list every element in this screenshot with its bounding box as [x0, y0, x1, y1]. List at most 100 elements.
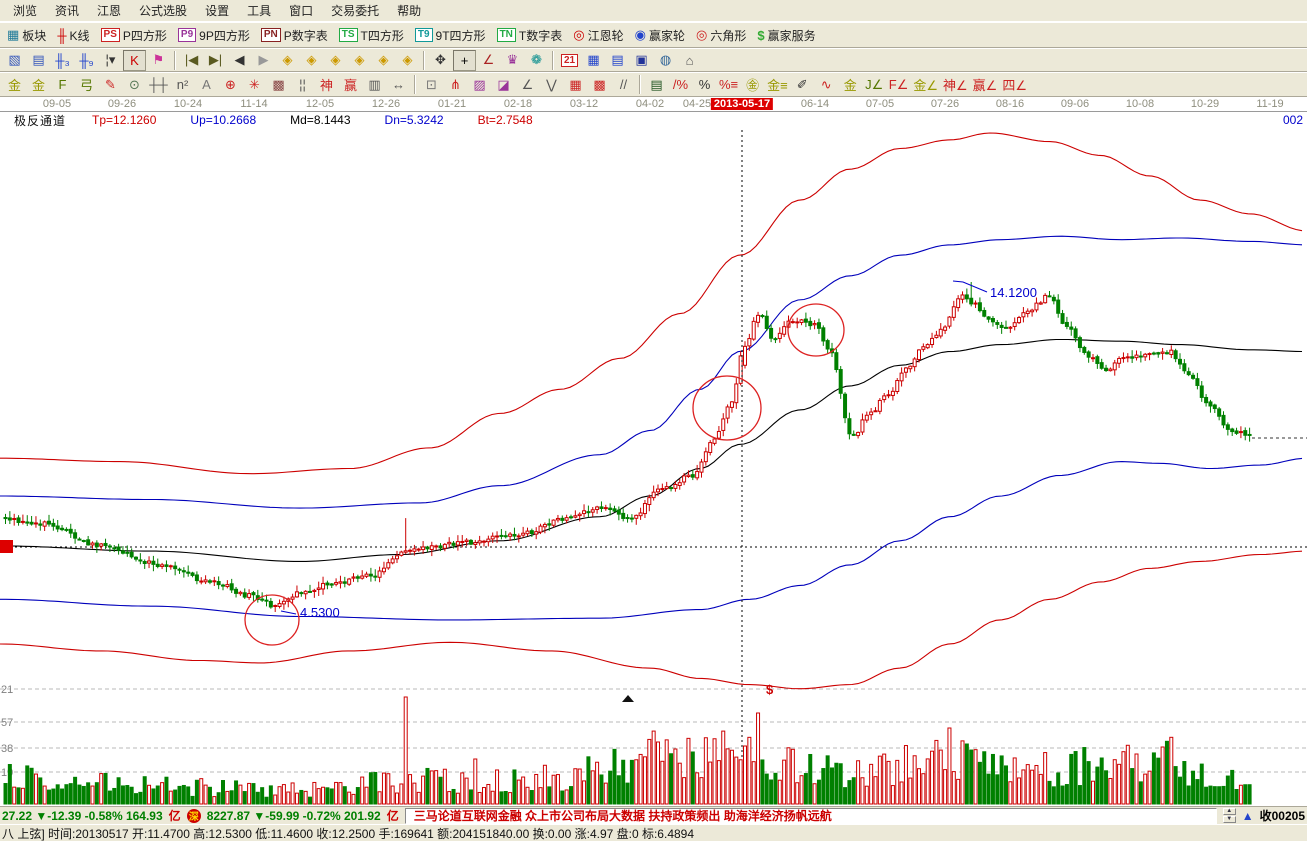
trend-angle-icon[interactable]: ∠ [521, 76, 534, 92]
star-web-icon[interactable]: ✳ [249, 76, 260, 92]
j-angle-icon[interactable]: J∠ [865, 76, 884, 92]
chart-9-icon[interactable]: ╫₉ [79, 52, 94, 68]
first-page-icon[interactable]: |◀ [184, 52, 199, 67]
fib-grid-icon[interactable]: F [58, 77, 67, 92]
menu-item[interactable]: 浏览 [13, 4, 38, 18]
t-number-table-button[interactable]: TN T数字表 [493, 24, 567, 46]
gold-lines-icon[interactable]: 金≡ [767, 78, 788, 93]
menu-item[interactable]: 设置 [205, 4, 230, 18]
zoom-out-icon[interactable]: ◈ [330, 52, 341, 67]
hexagon-button[interactable]: ◎ 六角形 [692, 24, 750, 46]
grid-123-icon[interactable]: ▥ [368, 76, 381, 92]
wave-icon[interactable]: ∿ [820, 76, 832, 92]
news-ticker: 三马论道互联网金融 众上市公司布局大数据 扶持政策频出 助海洋经济扬帆远航 [404, 807, 1217, 824]
shen-angle-icon[interactable]: 神∠ [943, 78, 968, 93]
gold-circle-icon[interactable]: ㊎ [746, 78, 760, 93]
calendar-icon[interactable]: 21 [558, 50, 581, 71]
a-line-icon[interactable]: A [202, 77, 211, 92]
9t-square-button[interactable]: T9 9T四方形 [411, 24, 490, 46]
menu-item[interactable]: 窗口 [289, 4, 314, 18]
shift-left-icon[interactable]: ◈ [282, 52, 293, 67]
channel-lines [0, 132, 1303, 690]
gann-wheel-button[interactable]: ◎ 江恩轮 [569, 24, 627, 46]
blocks-button[interactable]: ▦ 板块 [3, 24, 50, 46]
expand-icon[interactable]: ◈ [402, 52, 413, 67]
percent-flag-icon[interactable]: /% [672, 77, 689, 92]
dense-grid-icon[interactable]: ▦ [569, 76, 582, 92]
gold-line-icon[interactable]: 金 [843, 78, 857, 93]
data-transfer-icon[interactable]: ⌂ [685, 52, 694, 68]
ruler-icon[interactable]: ┼┼ [149, 77, 168, 92]
next-page-icon[interactable]: ▶ [258, 52, 269, 67]
winner-service-button[interactable]: $ 赢家服务 [753, 24, 819, 46]
winner-wheel-button[interactable]: ◉ 赢家轮 [631, 24, 689, 46]
last-page-icon[interactable]: ▶| [208, 52, 223, 67]
save-icon[interactable]: ▣ [635, 52, 648, 67]
angle-measure-icon[interactable]: ∠ [482, 52, 495, 67]
scroll-up-button[interactable]: ▲ [1222, 808, 1236, 815]
bars-pair-icon[interactable]: ¦¦ [299, 77, 306, 92]
pen-icon[interactable]: ✎ [105, 76, 116, 92]
zigzag-icon[interactable]: ⋁ [546, 76, 557, 92]
ying-tool-icon[interactable]: 赢 [343, 78, 357, 93]
fan-lines-icon[interactable]: ⋔ [450, 76, 461, 92]
circle-ruler-icon[interactable]: ⊙ [129, 76, 140, 92]
kline-button[interactable]: ╫ K线 [53, 24, 93, 46]
web-grid-icon[interactable]: ▩ [272, 76, 285, 92]
menu-item[interactable]: 资讯 [55, 4, 80, 18]
t-square-button-label: T四方形 [360, 28, 404, 43]
t-square-button[interactable]: TS T四方形 [335, 24, 408, 46]
percent-lines-icon[interactable]: %≡ [719, 77, 739, 92]
menu-item[interactable]: 帮助 [397, 4, 422, 18]
ying-angle-icon[interactable]: 赢∠ [972, 78, 998, 93]
f-angle-icon[interactable]: F∠ [888, 76, 909, 92]
crosshair-icon[interactable]: + [453, 49, 476, 71]
n2-icon[interactable]: n² [176, 77, 189, 92]
chart-3-icon[interactable]: ╫₃ [55, 52, 70, 68]
9p-square-button-icon: P9 [177, 28, 197, 42]
percent-icon[interactable]: % [698, 77, 711, 92]
gann-tool-icon[interactable]: ♛ [506, 52, 519, 67]
gann-grid-gold2-icon[interactable]: 金 [31, 78, 45, 93]
shift-right-icon[interactable]: ◈ [306, 52, 317, 67]
9p-square-button[interactable]: P9 9P四方形 [174, 24, 254, 46]
width-measure-icon[interactable]: ↔ [392, 77, 405, 92]
menu-item[interactable]: 公式选股 [139, 4, 188, 18]
gold-angle-icon[interactable]: 金∠ [913, 78, 939, 93]
si-angle-icon[interactable]: 四∠ [1002, 78, 1027, 93]
date-tick: 10-29 [1190, 98, 1220, 110]
smart-brain-icon[interactable]: ❁ [531, 52, 542, 67]
candle-style-icon[interactable]: ¦▾ [105, 52, 116, 67]
spiral-icon[interactable]: 弓 [79, 78, 93, 93]
fan-box-icon[interactable]: ◪ [497, 76, 510, 92]
scroll-down-button[interactable]: ▼ [1222, 816, 1236, 823]
hand-drag-icon[interactable]: ✥ [435, 52, 446, 67]
box-tool-icon[interactable]: ⊡ [426, 76, 437, 92]
prev-page-icon[interactable]: ◀ [234, 52, 245, 67]
compress-icon[interactable]: ◈ [378, 52, 389, 67]
web-export-icon[interactable]: ◍ [659, 52, 672, 67]
calculator-icon[interactable]: ▦ [587, 52, 600, 67]
menu-item[interactable]: 交易委托 [331, 4, 380, 18]
kline-button-icon: ╫ [57, 27, 67, 43]
p-number-table-button[interactable]: PN P数字表 [257, 24, 332, 46]
panel-icon[interactable]: ▧ [8, 52, 21, 67]
target-cross-icon[interactable]: ⊕ [225, 76, 236, 92]
kline-mode-icon[interactable]: K [123, 49, 146, 71]
gann-grid-gold-icon[interactable]: 金 [7, 78, 21, 93]
date-tick: 12-26 [371, 98, 401, 110]
marker-pen-icon[interactable]: ✐ [796, 76, 808, 92]
dense-grid2-icon[interactable]: ▩ [593, 76, 606, 92]
note-icon[interactable]: ▤ [32, 52, 45, 67]
notepad-icon[interactable]: ▤ [611, 52, 624, 67]
fan-grid-icon[interactable]: ▨ [473, 76, 486, 92]
menu-item[interactable]: 江恩 [97, 4, 122, 18]
p-square-button[interactable]: PS P四方形 [97, 24, 171, 46]
zoom-in-icon[interactable]: ◈ [354, 52, 365, 67]
shen-tool-icon[interactable]: 神 [319, 78, 333, 93]
stats-panel-icon[interactable]: ▤ [650, 76, 663, 92]
color-flag-icon[interactable]: ⚑ [152, 52, 165, 67]
slash-lines-icon[interactable]: // [619, 77, 628, 92]
menu-item[interactable]: 工具 [247, 4, 272, 18]
